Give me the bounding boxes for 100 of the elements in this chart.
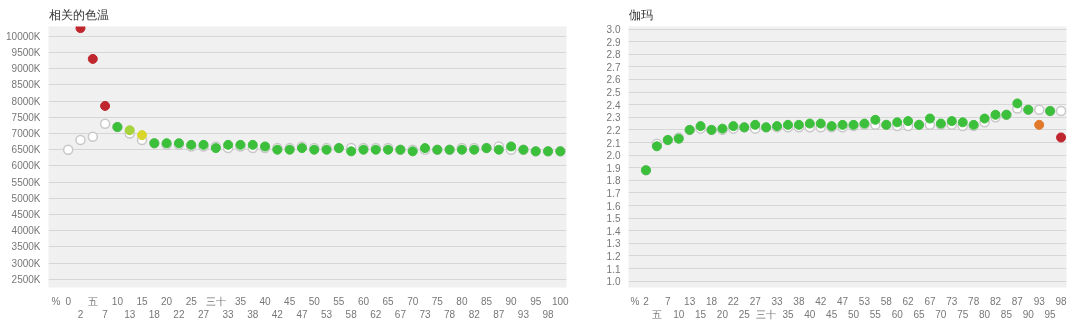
x-tick-label: 53 xyxy=(858,295,871,307)
x-tick-label: 53 xyxy=(321,308,333,320)
x-tick-label: 60 xyxy=(357,295,370,307)
x-tick-label: 25 xyxy=(185,295,198,307)
y-tick-label: 9500K xyxy=(11,46,41,58)
x-tick-label: 15 xyxy=(136,295,149,307)
x-tick-label: 10 xyxy=(111,295,124,307)
x-tick-label: 2 xyxy=(643,295,650,307)
x-axis-title: % xyxy=(630,295,640,307)
x-tick-label: 93 xyxy=(1033,295,1046,307)
x-tick-label: 7 xyxy=(102,308,109,320)
y-tick-label: 1.8 xyxy=(606,175,621,187)
x-tick-label: 40 xyxy=(259,295,272,307)
y-tick-label: 2.1 xyxy=(606,137,621,149)
x-tick-label: 10 xyxy=(673,308,685,320)
y-tick-label: 2.9 xyxy=(606,36,621,48)
x-tick-label: 73 xyxy=(946,295,958,307)
x-tick-label: 40 xyxy=(804,308,816,320)
x-tick-label: 65 xyxy=(913,308,926,320)
y-tick-label: 8000K xyxy=(11,95,41,107)
x-tick-label: 65 xyxy=(382,295,395,307)
x-tick-label: 67 xyxy=(924,295,936,307)
x-tick-label: 7 xyxy=(665,295,672,307)
x-tick-label: 38 xyxy=(793,295,805,307)
y-tick-label: 7500K xyxy=(11,111,41,123)
x-tick-label: 20 xyxy=(161,295,173,307)
y-tick-label: 2.2 xyxy=(606,124,621,136)
y-tick-label: 2.8 xyxy=(606,49,621,61)
x-tick-label: 80 xyxy=(979,308,991,320)
x-tick-label: 五 xyxy=(651,308,662,320)
x-tick-label: 22 xyxy=(727,295,740,307)
x-tick-label: 58 xyxy=(880,295,893,307)
x-tick-label: 82 xyxy=(468,308,481,320)
y-tick-label: 1.5 xyxy=(606,213,621,225)
x-tick-label: 70 xyxy=(935,308,947,320)
x-tick-label: 15 xyxy=(695,308,707,320)
x-tick-label: 70 xyxy=(407,295,419,307)
y-tick-label: 5500K xyxy=(11,176,41,188)
y-tick-label: 10000K xyxy=(6,30,41,42)
y-tick-label: 2.3 xyxy=(606,112,621,124)
x-tick-label: 13 xyxy=(684,295,696,307)
x-tick-label: 35 xyxy=(782,308,794,320)
x-tick-label: 78 xyxy=(968,295,980,307)
x-tick-label: 55 xyxy=(333,295,345,307)
x-tick-label: 98 xyxy=(542,308,555,320)
x-tick-label: 25 xyxy=(738,308,751,320)
x-tick-label: 78 xyxy=(444,308,456,320)
y-tick-label: 5000K xyxy=(11,192,41,204)
y-tick-label: 6500K xyxy=(11,144,41,156)
y-tick-label: 1.3 xyxy=(606,238,621,250)
x-tick-label: 45 xyxy=(826,308,838,320)
x-tick-label: 93 xyxy=(517,308,530,320)
x-tick-label: 85 xyxy=(1000,308,1013,320)
x-tick-label: 90 xyxy=(505,295,518,307)
chart-title: 相关的色温 xyxy=(48,7,109,22)
x-tick-label: 80 xyxy=(456,295,468,307)
x-tick-label: 18 xyxy=(148,308,161,320)
y-tick-label: 4000K xyxy=(11,225,41,237)
y-tick-label: 1.1 xyxy=(606,263,621,275)
x-tick-label: 20 xyxy=(716,308,729,320)
x-tick-label: 100 xyxy=(552,295,570,307)
y-tick-label: 1.0 xyxy=(606,276,621,288)
y-tick-label: 2.5 xyxy=(606,87,621,99)
chart-title: 伽玛 xyxy=(628,7,653,22)
x-tick-label: 38 xyxy=(247,308,259,320)
x-axis-title: % xyxy=(51,295,61,307)
x-tick-label: 33 xyxy=(771,295,784,307)
x-tick-label: 35 xyxy=(234,295,247,307)
x-tick-label: 47 xyxy=(296,308,308,320)
y-tick-label: 9000K xyxy=(11,63,41,75)
y-tick-label: 6000K xyxy=(11,160,41,172)
y-tick-label: 1.7 xyxy=(606,187,621,199)
y-tick-label: 2.6 xyxy=(606,74,621,86)
x-tick-label: 13 xyxy=(124,308,136,320)
x-tick-label: 50 xyxy=(308,295,321,307)
x-tick-label: 75 xyxy=(431,295,444,307)
x-tick-label: 42 xyxy=(271,308,284,320)
x-tick-label: 五 xyxy=(87,295,98,307)
x-tick-label: 0 xyxy=(65,295,72,307)
y-tick-label: 2.7 xyxy=(606,61,621,73)
y-tick-label: 8500K xyxy=(11,79,41,91)
x-tick-label: 27 xyxy=(197,308,210,320)
x-tick-label: 58 xyxy=(345,308,358,320)
x-tick-label: 45 xyxy=(284,295,296,307)
x-tick-label: 95 xyxy=(1044,308,1057,320)
x-tick-label: 55 xyxy=(869,308,882,320)
x-tick-label: 60 xyxy=(891,308,904,320)
x-tick-label: 62 xyxy=(902,295,915,307)
x-tick-label: 95 xyxy=(530,295,542,307)
x-tick-label: 87 xyxy=(493,308,505,320)
x-tick-label: 33 xyxy=(222,308,235,320)
x-tick-label: 90 xyxy=(1022,308,1035,320)
y-tick-label: 3500K xyxy=(11,241,41,253)
x-tick-label: 18 xyxy=(705,295,718,307)
x-tick-label: 50 xyxy=(847,308,860,320)
y-tick-label: 1.4 xyxy=(606,225,621,237)
x-tick-label: 22 xyxy=(173,308,185,320)
x-tick-label: 85 xyxy=(480,295,493,307)
y-tick-label: 2.0 xyxy=(606,150,621,162)
x-tick-label: 73 xyxy=(419,308,431,320)
